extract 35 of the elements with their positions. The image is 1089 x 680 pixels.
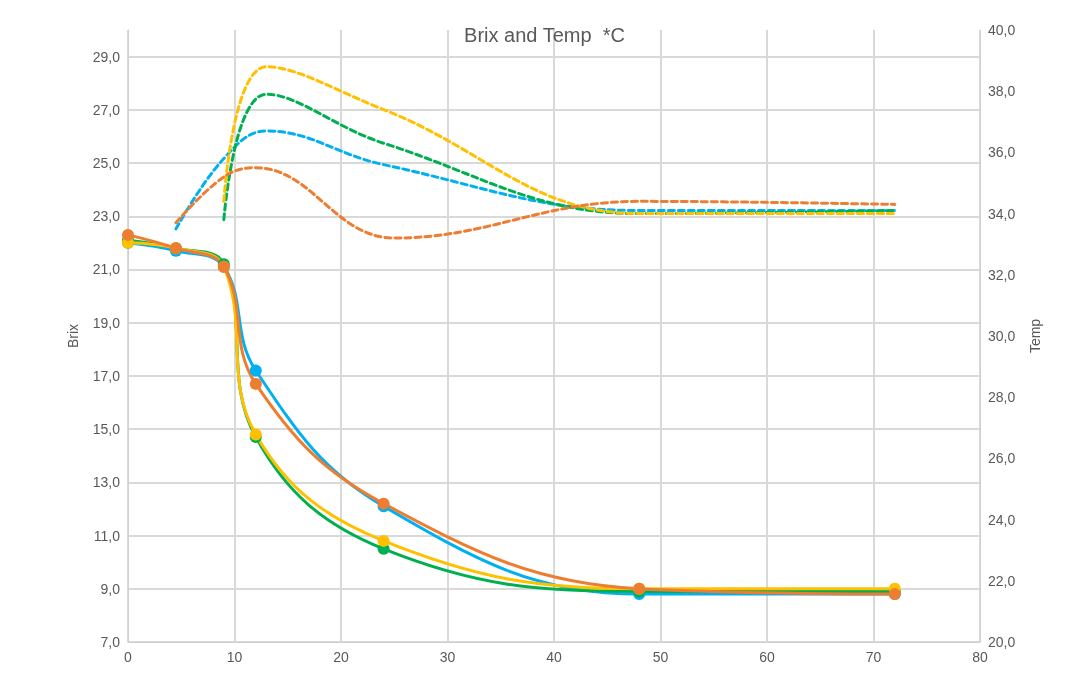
x-tick-label: 40 [546, 649, 562, 665]
y2-tick-label: 34,0 [988, 205, 1016, 222]
x-tick-label: 30 [439, 649, 456, 665]
x-tick-label: 20 [333, 649, 349, 665]
y-tick-label: 11,0 [93, 527, 121, 544]
y2-tick-label: 20,0 [988, 634, 1016, 650]
y-tick-label: 13,0 [92, 474, 121, 491]
chart-title: Brix and Temp *C [464, 24, 625, 46]
y2-tick-label: 40,0 [988, 22, 1016, 38]
y-tick-label: 29,0 [92, 48, 121, 65]
y2-axis-title: Temp [1027, 318, 1043, 354]
y-tick-label: 27,0 [92, 101, 121, 118]
y2-tick-label: 38,0 [988, 83, 1016, 100]
y-tick-label: 9,0 [100, 580, 121, 597]
y-tick-label: 25,0 [92, 155, 121, 172]
y2-tick-label: 28,0 [988, 389, 1016, 406]
y-tick-label: 21,0 [92, 261, 121, 278]
x-tick-label: 0 [124, 649, 133, 665]
y-tick-label: 19,0 [92, 314, 121, 331]
y2-tick-label: 24,0 [988, 511, 1016, 528]
y-tick-label: 23,0 [92, 208, 121, 225]
x-tick-label: 60 [759, 649, 775, 665]
y-axis-title: Brix [65, 323, 81, 349]
y2-tick-label: 22,0 [988, 572, 1016, 589]
y2-tick-label: 26,0 [988, 450, 1016, 467]
y-tick-label: 17,0 [92, 367, 121, 384]
y2-tick-label: 36,0 [988, 144, 1016, 161]
y2-tick-label: 30,0 [988, 328, 1016, 344]
x-tick-label: 70 [865, 649, 882, 665]
x-tick-label: 80 [972, 649, 988, 665]
y-tick-label: 15,0 [92, 421, 121, 438]
y-tick-label: 7,0 [100, 634, 121, 650]
x-tick-label: 10 [226, 649, 243, 665]
x-tick-label: 50 [652, 649, 669, 665]
y2-tick-label: 32,0 [988, 266, 1016, 283]
